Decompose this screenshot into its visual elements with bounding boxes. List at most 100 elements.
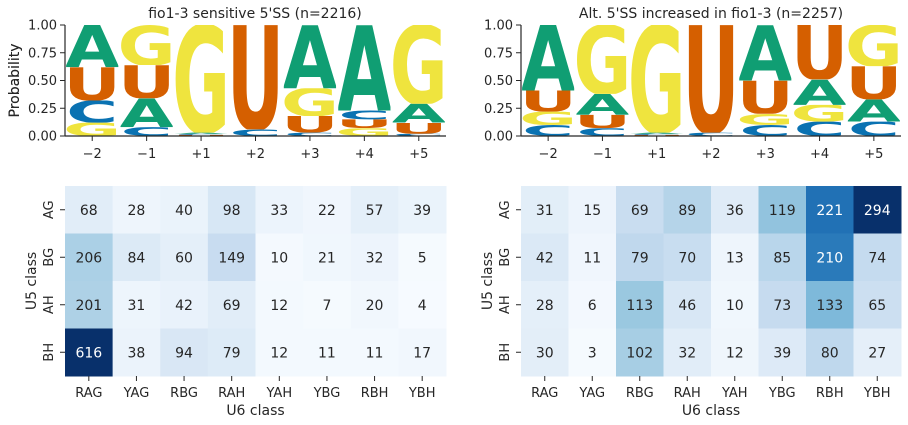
heatmap-cell [160, 233, 209, 282]
heatmap-cell [806, 328, 854, 377]
cell-value: 69 [223, 298, 241, 314]
letter-wrap: G [338, 128, 390, 136]
logo-letter-A: A [65, 14, 120, 81]
cell-value: 32 [366, 250, 384, 266]
logo-letter-U: U [390, 120, 447, 138]
x-tick-label: YBH [863, 386, 891, 401]
y-tick-label: BG [498, 248, 513, 267]
cell-value: 21 [318, 250, 336, 266]
y-tick-label: AG [42, 200, 57, 219]
cell-value: 80 [821, 345, 839, 361]
heatmap-cell [616, 328, 664, 377]
cell-value: 38 [128, 345, 146, 361]
heatmap-cell [663, 233, 712, 282]
heatmap-cell [255, 233, 304, 282]
letter-wrap: C [175, 133, 227, 135]
cell-value: 42 [536, 250, 554, 266]
letter-wrap: C [230, 127, 282, 138]
y-axis-label: Probability [7, 43, 23, 117]
heatmap-cell [303, 281, 352, 329]
y-axis-label: Probability [7, 43, 23, 117]
letter-wrap: G [63, 119, 121, 140]
logo-letter-A: A [738, 11, 793, 99]
cell-value: 28 [128, 203, 146, 219]
letter-wrap: C [66, 100, 118, 122]
letter-wrap: U [574, 112, 631, 133]
heatmap-panel-right: 31 15 69 89 36 119 221 294 42 11 79 70 13 85 210 74 28 6 1… [480, 186, 902, 419]
letter-wrap: U [737, 72, 794, 125]
logo-letter-C: C [230, 127, 282, 138]
x-tick-label: RAG [531, 386, 558, 401]
logo-letter-G: G [519, 108, 577, 129]
cell-value: 33 [270, 203, 288, 219]
heatmap-cell [711, 328, 759, 377]
x-tick-label: YAH [266, 386, 293, 401]
heatmap-cell [616, 186, 664, 234]
cell-value: 89 [678, 203, 696, 219]
letter-wrap: A [738, 11, 793, 99]
letter-wrap: G [121, 25, 173, 65]
letter-wrap: G [739, 114, 791, 125]
letter-wrap: G [175, 25, 227, 133]
letter-wrap: A [794, 79, 846, 105]
logo-letter-C: C [685, 132, 737, 137]
heatmap-cell [758, 186, 807, 234]
cell-value: 102 [626, 345, 653, 361]
letter-wrap: C [794, 122, 846, 136]
x-tick-label: +3 [300, 147, 319, 162]
letter-wrap: G [631, 25, 683, 133]
y-tick-label: 1.00 [28, 19, 57, 34]
heatmap-cell [663, 281, 712, 329]
x-tick-label: RAG [75, 386, 102, 401]
logo-panel-left: fio1-3 sensitive 5'SS (n=2216) Probabilit… [7, 0, 448, 164]
heatmap-cell [616, 233, 664, 282]
logo-letter-C: C [393, 133, 445, 137]
logo-letter-G: G [63, 119, 121, 140]
heatmap-cell [255, 186, 304, 234]
cell-value: 3 [588, 345, 597, 361]
heatmap-cell [303, 186, 352, 234]
heatmap-cell [568, 328, 617, 377]
y-tick-label: 0.75 [28, 46, 57, 61]
heatmap-cell [806, 186, 854, 234]
heatmap-cell [568, 186, 617, 234]
cell-value: 210 [816, 250, 843, 266]
logo-letter-A: A [521, 8, 575, 113]
cell-value: 7 [322, 298, 331, 314]
x-tick-label: −2 [539, 147, 558, 162]
heatmap-cell [398, 233, 447, 282]
heatmap-cell [616, 281, 664, 329]
heatmap-cell [853, 328, 902, 377]
heatmap-cell [255, 328, 304, 377]
x-tick-label: +3 [756, 147, 775, 162]
logo-letter-U: U [574, 112, 631, 133]
x-tick-label: −1 [593, 147, 612, 162]
letter-wrap: C [577, 128, 629, 136]
logo-letter-U: U [227, 0, 284, 164]
x-tick-label: +1 [647, 147, 666, 162]
logo-letter-G: G [791, 101, 849, 128]
y-tick-label: 0.50 [28, 74, 57, 89]
letter-wrap: A [631, 133, 683, 134]
cell-value: 11 [583, 250, 601, 266]
heatmap-cell [207, 186, 256, 234]
logo-letter-C: C [175, 133, 227, 135]
logo-letter-G: G [390, 3, 448, 130]
cell-value: 13 [726, 250, 744, 266]
logo-letter-U: U [118, 57, 175, 110]
x-tick-label: YAH [721, 386, 748, 401]
heatmap-cell [160, 328, 209, 377]
letter-wrap: U [284, 116, 336, 133]
logo-letter-U: U [64, 59, 121, 112]
logo-letter-U: U [737, 72, 794, 125]
letter-wrap: A [121, 98, 173, 127]
y-tick-label: 1.00 [484, 19, 513, 34]
letter-wrap: G [284, 88, 336, 116]
cell-value: 4 [418, 298, 427, 314]
heatmap-cell [398, 281, 447, 329]
cell-value: 10 [270, 250, 288, 266]
heatmap-cell [207, 281, 256, 329]
letter-wrap: A [338, 25, 390, 110]
cell-value: 11 [318, 345, 336, 361]
